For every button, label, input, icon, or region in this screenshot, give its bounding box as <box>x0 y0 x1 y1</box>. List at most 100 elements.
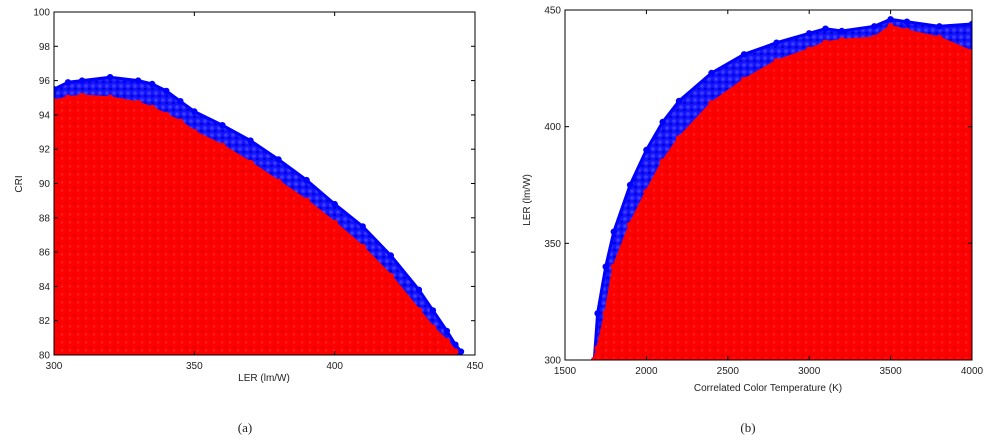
scatter-point <box>659 158 666 165</box>
y-tick-label: 94 <box>39 110 51 121</box>
scatter-point <box>887 16 894 23</box>
scatter-point <box>643 188 650 196</box>
scatter-point <box>219 122 226 129</box>
scatter-point <box>247 137 254 144</box>
scatter-marks-b <box>591 16 972 360</box>
scatter-point <box>64 79 72 86</box>
scatter-point <box>78 92 86 100</box>
scatter-point <box>359 243 366 251</box>
scatter-point <box>903 27 911 35</box>
chart-panel-b: 1500 2000 2500 3000 3500 4000 300 350 400 450 Cor… <box>522 6 984 436</box>
y-tick-label: 80 <box>39 351 51 362</box>
scatter-point <box>936 23 943 30</box>
x-tick-label: 350 <box>186 361 203 372</box>
scatter-point <box>303 197 310 204</box>
scatter-point <box>331 219 338 227</box>
panel-caption-b: (b) <box>740 420 755 435</box>
scatter-point <box>887 23 894 30</box>
scatter-point <box>163 87 170 95</box>
scatter-point <box>675 97 683 105</box>
scatter-point <box>106 94 114 102</box>
scatter-point <box>429 324 437 331</box>
scatter-point <box>626 221 634 228</box>
scatter-point <box>602 263 609 270</box>
scatter-marks-a <box>54 74 465 355</box>
scatter-point <box>303 176 310 184</box>
x-tick-label: 450 <box>467 361 484 372</box>
scatter-point <box>806 30 813 37</box>
scatter-point <box>610 228 617 235</box>
scatter-point <box>822 25 829 32</box>
scatter-point <box>247 159 254 167</box>
scatter-point <box>54 86 58 93</box>
scatter-point <box>610 263 617 270</box>
scatter-point <box>643 146 650 154</box>
chart-panel-a: 300 350 400 450 80 82 84 86 88 90 92 94 96 98 100 LER … <box>14 8 484 436</box>
x-axis-label-b: Correlated Color Temperature (K) <box>694 383 842 394</box>
scatter-point <box>135 99 142 107</box>
y-tick-label: 450 <box>544 6 561 17</box>
scatter-point <box>149 80 156 88</box>
scatter-point <box>275 156 282 163</box>
scatter-region-series-1 <box>54 94 457 355</box>
scatter-point <box>359 223 366 230</box>
scatter-point <box>773 58 780 65</box>
x-tick-label: 300 <box>46 361 63 372</box>
scatter-point <box>968 20 972 28</box>
scatter-point <box>591 356 598 360</box>
y-tick-label: 82 <box>39 316 51 327</box>
scatter-point <box>415 307 423 314</box>
scatter-point <box>806 46 813 53</box>
y-tick-label: 400 <box>544 122 561 133</box>
axis-ticks-a: 300 350 400 450 80 82 84 86 88 90 92 94 96 98 100 <box>33 8 483 373</box>
scatter-point <box>149 104 156 112</box>
scatter-point <box>387 272 394 280</box>
y-axis-label-a: CRI <box>14 175 25 192</box>
scatter-point <box>903 18 911 25</box>
scatter-point <box>443 327 451 335</box>
y-tick-label: 90 <box>39 179 51 190</box>
scatter-region-series-1 <box>592 24 972 360</box>
scatter-point <box>429 307 437 314</box>
scatter-point <box>415 286 423 293</box>
scatter-point <box>78 77 86 84</box>
scatter-point <box>457 348 465 355</box>
scatter-point <box>191 128 198 136</box>
y-tick-label: 84 <box>39 282 51 293</box>
scatter-point <box>838 37 845 44</box>
plot-frame-b <box>564 9 973 361</box>
scatter-point <box>602 310 609 317</box>
scatter-point <box>452 348 459 355</box>
x-tick-label: 3500 <box>879 366 902 377</box>
scatter-point <box>163 111 170 119</box>
scatter-point <box>452 341 459 348</box>
scatter-point <box>54 98 58 105</box>
x-tick-label: 1500 <box>554 366 577 377</box>
y-tick-label: 88 <box>39 213 51 224</box>
scatter-point <box>871 34 878 42</box>
scatter-point <box>936 34 943 42</box>
y-tick-label: 96 <box>39 76 51 87</box>
scatter-point <box>675 135 683 142</box>
scatter-point <box>177 98 184 105</box>
scatter-point <box>387 252 394 259</box>
scatter-point <box>191 108 198 115</box>
scatter-point <box>64 94 72 102</box>
x-tick-label: 3000 <box>798 366 821 377</box>
y-tick-label: 100 <box>33 8 50 19</box>
scatter-point <box>838 27 845 35</box>
x-tick-label: 2500 <box>717 366 740 377</box>
x-axis-label-a: LER (lm/W) <box>238 373 290 384</box>
scatter-point <box>219 142 226 149</box>
scatter-point <box>177 118 184 126</box>
scatter-point <box>443 338 451 345</box>
y-tick-label: 300 <box>544 356 561 367</box>
y-tick-label: 92 <box>39 145 51 156</box>
y-tick-label: 98 <box>39 42 51 53</box>
scatter-point <box>740 76 748 84</box>
x-tick-label: 400 <box>326 361 343 372</box>
y-tick-label: 350 <box>544 239 561 250</box>
scatter-point <box>594 310 601 317</box>
scatter-point <box>871 23 878 30</box>
